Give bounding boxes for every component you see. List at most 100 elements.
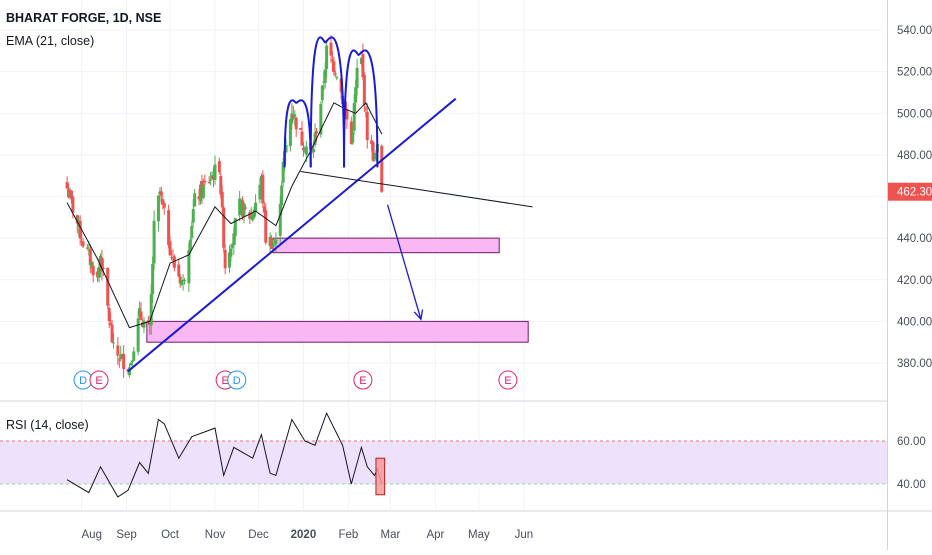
candle-body [351, 132, 355, 143]
rsi-highlight-box [375, 457, 386, 496]
candle-body [333, 73, 337, 75]
candle-body [117, 359, 121, 361]
candle-body [330, 59, 334, 62]
candle-body [151, 263, 155, 295]
candle-body [78, 220, 82, 239]
candle-body [217, 161, 221, 173]
candle-body [159, 191, 163, 196]
support-zone-2 [146, 320, 529, 343]
candle-body [136, 318, 140, 352]
candle-body [312, 148, 316, 153]
candle-body [65, 182, 69, 189]
candle-body [345, 109, 349, 120]
candle-body [220, 191, 224, 208]
candle-body [85, 247, 89, 249]
candle-body [81, 241, 85, 247]
candle-body [264, 210, 268, 243]
candle-body [161, 199, 165, 205]
candle-body [335, 77, 339, 79]
candle-body [323, 69, 327, 83]
candle-body [261, 174, 265, 204]
candle-body [203, 180, 207, 183]
time-axis-label: 2020 [291, 529, 317, 541]
candle-body [270, 237, 274, 249]
neckline [300, 171, 533, 208]
candle-body [152, 220, 156, 264]
time-axis-label: Jun [515, 529, 534, 541]
candle-body [170, 257, 173, 259]
candle-body [149, 294, 153, 326]
candle-body [299, 127, 303, 130]
candle-body [100, 257, 104, 272]
candle-body [301, 147, 305, 151]
time-axis-label: Aug [82, 529, 102, 541]
ascending-trendline [127, 97, 457, 373]
price-axis-label: 400.00 [897, 316, 932, 328]
left-shoulder-arc [283, 99, 312, 168]
rsi-axis-label: 60.00 [897, 436, 926, 448]
candle-body [304, 146, 308, 155]
candle-body [274, 239, 278, 245]
event-marker-label: E [504, 375, 511, 387]
projection-arrow-head [413, 309, 424, 321]
candle-body [167, 210, 171, 246]
event-marker [498, 370, 518, 390]
candle-body [281, 162, 285, 183]
candle-body [352, 103, 356, 131]
candle-body [329, 42, 333, 56]
candle-body [109, 322, 113, 326]
candle-body [190, 225, 194, 238]
price-axis-label: 440.00 [897, 233, 932, 245]
candle-body [213, 164, 217, 180]
candle-body [201, 184, 205, 198]
event-marker-label: D [79, 375, 87, 387]
candle-body [365, 112, 369, 141]
price-axis-label: 520.00 [897, 67, 932, 79]
head-arc [309, 36, 346, 168]
time-axis-label: Sep [116, 529, 136, 541]
price-axis-label: 380.00 [897, 358, 932, 370]
candle-body [238, 198, 242, 216]
event-marker-label: E [95, 375, 102, 387]
event-marker [227, 370, 247, 390]
candle-body [243, 207, 247, 209]
candle-body [230, 244, 234, 248]
candle-body [371, 142, 375, 161]
candle-body [361, 53, 365, 78]
candle-body [293, 114, 297, 117]
ema-legend[interactable]: EMA (21, close) [6, 34, 95, 48]
candle-body [142, 320, 146, 328]
rsi-legend[interactable]: RSI (14, close) [6, 418, 89, 432]
candle-body [122, 353, 126, 370]
price-axis-label: 480.00 [897, 150, 932, 162]
candle-body [258, 184, 262, 200]
time-axis-label: Dec [248, 529, 269, 541]
event-marker-label: E [359, 375, 366, 387]
candle-body [374, 152, 378, 157]
candle-body [129, 363, 133, 365]
candle-body [101, 267, 105, 269]
candle-body [288, 119, 292, 147]
candle-body [229, 248, 233, 257]
candle-body [248, 212, 252, 219]
candle-body [110, 324, 114, 343]
candle-body [188, 239, 192, 250]
candle-body [91, 265, 95, 276]
candle-body [172, 256, 176, 268]
candle-body [116, 345, 120, 356]
candle-body [130, 360, 134, 363]
projection-arrow [386, 204, 422, 320]
candle-body [222, 207, 226, 248]
candle-body [233, 218, 237, 237]
candle-body [112, 342, 115, 344]
rsi-band [0, 441, 887, 484]
candle-body [180, 280, 184, 285]
candle-body [156, 195, 160, 222]
candle-body [75, 215, 79, 224]
symbol-title[interactable]: BHARAT FORGE, 1D, NSE [6, 11, 162, 25]
candle-body [313, 132, 317, 145]
price-axis-label: 420.00 [897, 275, 932, 287]
candle-body [364, 108, 368, 110]
